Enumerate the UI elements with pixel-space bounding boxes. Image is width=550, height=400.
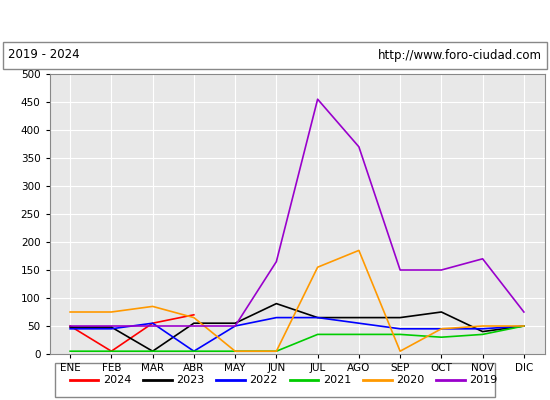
Text: Evolucion Nº Turistas Extranjeros en el municipio de Cabrerizos: Evolucion Nº Turistas Extranjeros en el … <box>26 13 524 27</box>
Text: 2020: 2020 <box>396 375 424 385</box>
Text: 2024: 2024 <box>103 375 131 385</box>
Text: 2019: 2019 <box>469 375 498 385</box>
Text: 2023: 2023 <box>176 375 204 385</box>
Text: 2019 - 2024: 2019 - 2024 <box>8 48 80 62</box>
FancyBboxPatch shape <box>55 363 495 397</box>
Text: 2022: 2022 <box>249 375 278 385</box>
Text: http://www.foro-ciudad.com: http://www.foro-ciudad.com <box>378 48 542 62</box>
Text: 2021: 2021 <box>323 375 351 385</box>
